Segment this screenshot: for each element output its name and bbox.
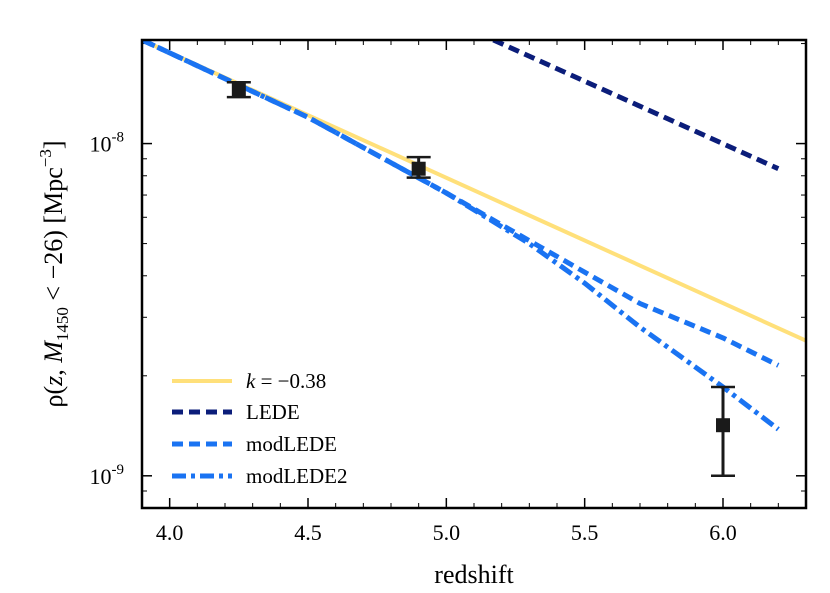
y-label-z: z bbox=[39, 376, 68, 387]
legend-label-modlede: modLEDE bbox=[246, 432, 337, 456]
series-layer bbox=[142, 40, 806, 432]
x-axis-label: redshift bbox=[434, 560, 514, 589]
legend: k = −0.38 LEDE modLEDE modLEDE2 bbox=[172, 369, 347, 488]
x-tick-label: 5.0 bbox=[433, 520, 461, 545]
series-line-modlede2 bbox=[142, 40, 780, 432]
y-tick-labels: 10-9 10-8 bbox=[90, 130, 125, 489]
y-label-comma: , bbox=[39, 363, 68, 376]
legend-label-modlede2: modLEDE2 bbox=[246, 464, 347, 488]
y-label-superscript: −3 bbox=[36, 149, 55, 167]
x-tick-label: 5.5 bbox=[571, 520, 599, 545]
legend-label-k-italic: k bbox=[246, 369, 256, 393]
svg-text:ρ(z, M1450 < −26) [Mpc−3]: ρ(z, M1450 < −26) [Mpc−3] bbox=[36, 140, 72, 407]
x-tick-labels: 4.0 4.5 5.0 5.5 6.0 bbox=[156, 520, 737, 545]
y-label-m: M bbox=[39, 340, 68, 364]
y-axis-label: ρ(z, M1450 < −26) [Mpc−3] bbox=[36, 140, 72, 407]
data-marker bbox=[716, 418, 730, 433]
data-points-layer bbox=[226, 80, 735, 478]
series-line-lede bbox=[492, 40, 780, 171]
legend-label-k: k = −0.38 bbox=[246, 369, 326, 393]
data-marker bbox=[411, 161, 426, 176]
data-point bbox=[226, 80, 251, 99]
y-tick-label: 10-9 bbox=[90, 462, 125, 489]
x-tick-label: 6.0 bbox=[709, 520, 737, 545]
y-label-close: ] bbox=[39, 140, 68, 149]
plot-frame bbox=[140, 38, 808, 510]
data-marker bbox=[231, 82, 246, 97]
ticks-layer bbox=[142, 40, 807, 508]
y-tick-label: 10-8 bbox=[90, 130, 125, 157]
y-label-subscript: 1450 bbox=[53, 307, 72, 341]
x-tick-label: 4.5 bbox=[294, 520, 322, 545]
data-point bbox=[711, 385, 735, 478]
y-label-threshold: < −26) [Mpc bbox=[39, 167, 68, 307]
data-point bbox=[406, 155, 431, 179]
legend-label-lede: LEDE bbox=[246, 400, 300, 424]
x-tick-label: 4.0 bbox=[156, 520, 184, 545]
legend-label-k-rest: = −0.38 bbox=[255, 369, 326, 393]
y-label-rho: ρ( bbox=[39, 386, 68, 408]
